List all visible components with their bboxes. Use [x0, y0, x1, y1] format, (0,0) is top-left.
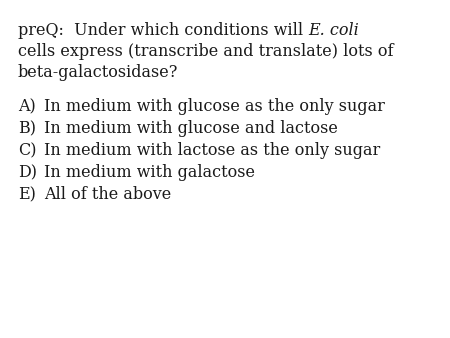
Text: In medium with lactose as the only sugar: In medium with lactose as the only sugar: [44, 142, 380, 159]
Text: All of the above: All of the above: [44, 186, 171, 203]
Text: E. coli: E. coli: [308, 22, 359, 39]
Text: A): A): [18, 98, 36, 115]
Text: beta-galactosidase?: beta-galactosidase?: [18, 64, 178, 81]
Text: D): D): [18, 164, 37, 181]
Text: In medium with glucose and lactose: In medium with glucose and lactose: [44, 120, 338, 137]
Text: preQ:  Under which conditions will: preQ: Under which conditions will: [18, 22, 308, 39]
Text: C): C): [18, 142, 36, 159]
Text: In medium with galactose: In medium with galactose: [44, 164, 255, 181]
Text: In medium with glucose as the only sugar: In medium with glucose as the only sugar: [44, 98, 385, 115]
Text: B): B): [18, 120, 36, 137]
Text: E): E): [18, 186, 36, 203]
Text: cells express (transcribe and translate) lots of: cells express (transcribe and translate)…: [18, 43, 393, 60]
